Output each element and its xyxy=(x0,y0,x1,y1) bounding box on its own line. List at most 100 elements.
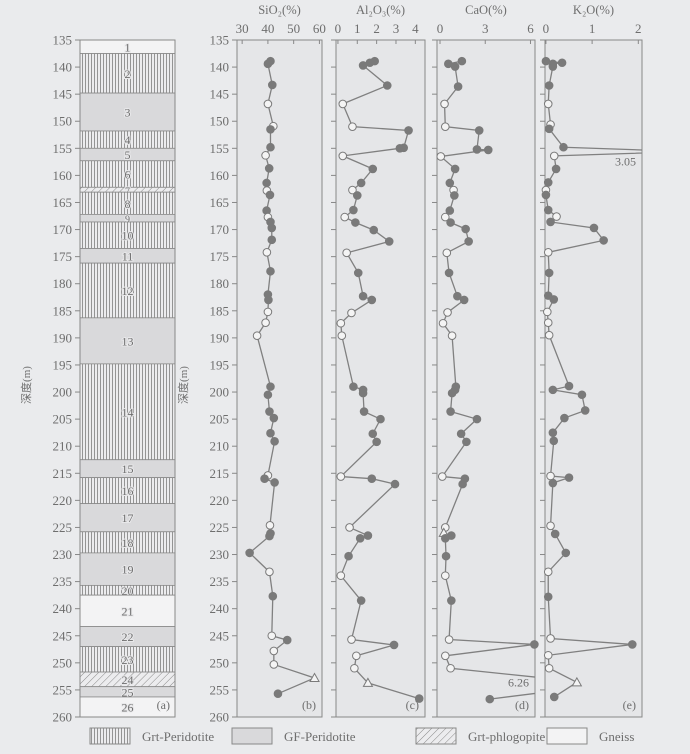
panel-k2o: K₂O(%) 0 1 2 3.05 (e) xyxy=(540,3,643,718)
data-point-open xyxy=(252,331,262,341)
panel-sio2: SiO₂(%) 30 40 50 60 135 140 145 150 155 160 165 170 1… xyxy=(176,3,326,725)
x-tick-label: 3 xyxy=(482,21,489,36)
data-point-open xyxy=(440,651,450,661)
data-point-filled xyxy=(441,551,451,561)
layer-number: 18 xyxy=(122,536,134,550)
layer-number: 9 xyxy=(125,215,130,226)
layer-number: 11 xyxy=(122,249,134,263)
data-point-open xyxy=(336,472,346,481)
data-point-open xyxy=(340,212,350,222)
data-point-filled xyxy=(263,390,273,400)
data-point-filled xyxy=(628,640,637,649)
data-point-filled xyxy=(265,407,274,416)
data-point-filled xyxy=(445,178,455,188)
y-tick-label: 145 xyxy=(210,87,230,102)
data-point-open xyxy=(352,651,361,661)
data-point-filled xyxy=(560,413,569,423)
lithology-layer-4: 4 xyxy=(79,130,176,149)
data-point-open xyxy=(345,523,354,532)
data-point-filled xyxy=(273,689,283,699)
data-point-open xyxy=(261,151,270,160)
y-tick-label: 230 xyxy=(53,547,73,562)
data-point-open xyxy=(544,330,554,340)
data-point-filled xyxy=(376,414,385,424)
panel-frame xyxy=(436,39,536,718)
layer-number: 14 xyxy=(122,405,134,419)
layer-number: 15 xyxy=(122,462,134,476)
x-tick-label: 40 xyxy=(261,21,274,36)
data-point-filled xyxy=(266,428,275,438)
data-point-open xyxy=(438,318,448,328)
legend: Grt-Peridotite GF-Peridotite Grt-phlogopit… xyxy=(89,727,634,745)
legend-label: Gneiss xyxy=(599,729,634,744)
lithology-layer-6: 6 xyxy=(79,160,176,188)
data-point-filled xyxy=(260,474,269,483)
lithology-layer-21: 21 xyxy=(79,594,176,627)
data-point-open xyxy=(337,331,347,341)
layer-number: 10 xyxy=(122,229,134,243)
lithology-layer-15: 15 xyxy=(79,459,176,479)
legend-label: Grt-phlogopite vein xyxy=(468,729,571,744)
data-point-open xyxy=(267,631,277,641)
data-point-open xyxy=(269,660,279,669)
lithology-layer-14: 14 xyxy=(79,363,176,461)
data-point-filled xyxy=(559,142,568,152)
y-tick-label: 160 xyxy=(53,168,73,183)
data-point-open xyxy=(263,99,273,109)
data-point-filled xyxy=(344,551,353,561)
y-tick-label: 235 xyxy=(210,574,230,589)
data-point-filled xyxy=(267,223,277,233)
legend-label: Grt-Peridotite xyxy=(142,729,214,744)
y-tick-label: 225 xyxy=(210,520,230,535)
y-tick-label: 195 xyxy=(53,357,73,372)
data-point-filled xyxy=(453,82,463,91)
data-point-open xyxy=(544,663,554,673)
data-point-triangle xyxy=(362,677,374,687)
y-tick-label: 185 xyxy=(210,303,230,318)
data-point-filled xyxy=(389,640,399,650)
data-point-open xyxy=(436,152,446,161)
y-tick-label: 170 xyxy=(53,222,73,237)
x-tick-label: 2 xyxy=(373,21,380,36)
y-tick-label: 240 xyxy=(53,601,73,616)
layer-number: 22 xyxy=(122,630,134,644)
y-tick-label: 250 xyxy=(53,655,73,670)
data-point-open xyxy=(543,99,553,109)
layer-number: 23 xyxy=(122,653,134,667)
data-point-filled xyxy=(564,381,574,391)
data-point-open xyxy=(543,307,552,317)
data-point-filled xyxy=(458,479,467,489)
data-point-filled xyxy=(564,473,574,482)
layer-number: 19 xyxy=(122,563,134,577)
panel-label: (e) xyxy=(623,698,636,712)
layer-number: 24 xyxy=(122,673,134,687)
panel-title: Al₂O₃(%) xyxy=(356,3,405,17)
data-point-open xyxy=(447,331,457,341)
data-point-open xyxy=(338,151,348,161)
data-point-open xyxy=(437,472,447,481)
data-point-filled xyxy=(557,58,567,68)
y-tick-label: 180 xyxy=(53,276,73,291)
data-point-filled xyxy=(543,592,553,602)
layer-number: 13 xyxy=(122,334,134,348)
layer-fill xyxy=(79,221,176,249)
data-point-filled xyxy=(472,414,482,424)
y-tick-label: 165 xyxy=(53,195,73,210)
data-point-filled xyxy=(462,437,471,447)
x-tick-label: 50 xyxy=(287,21,300,36)
data-point-filled xyxy=(457,56,467,66)
x-tick-label: 6 xyxy=(527,21,534,36)
data-point-filled xyxy=(262,178,271,188)
x-tick-label: 60 xyxy=(313,21,326,36)
layer-number: 6 xyxy=(125,168,131,182)
y-tick-label: 260 xyxy=(53,710,73,725)
data-point-filled xyxy=(358,388,368,398)
data-point-open xyxy=(348,185,357,195)
data-point-filled xyxy=(459,295,469,305)
data-point-open xyxy=(265,520,275,530)
panel-label: (a) xyxy=(157,698,170,712)
data-point-open xyxy=(336,318,346,328)
lithology-column: 1234567891011121314151617181920212223242… xyxy=(19,33,176,725)
y-tick-label: 145 xyxy=(53,87,73,102)
y-axis-label: 深度(m) xyxy=(19,366,33,404)
